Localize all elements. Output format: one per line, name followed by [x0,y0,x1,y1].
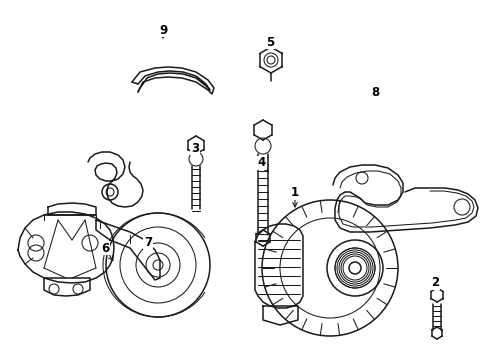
Text: 8: 8 [370,86,378,99]
Text: 7: 7 [143,235,152,248]
Text: 4: 4 [257,157,265,170]
Text: 3: 3 [190,141,199,154]
Text: 2: 2 [430,276,438,289]
Text: 9: 9 [159,23,167,36]
Text: 1: 1 [290,186,299,199]
Text: 6: 6 [101,242,109,255]
Text: 5: 5 [265,36,274,49]
